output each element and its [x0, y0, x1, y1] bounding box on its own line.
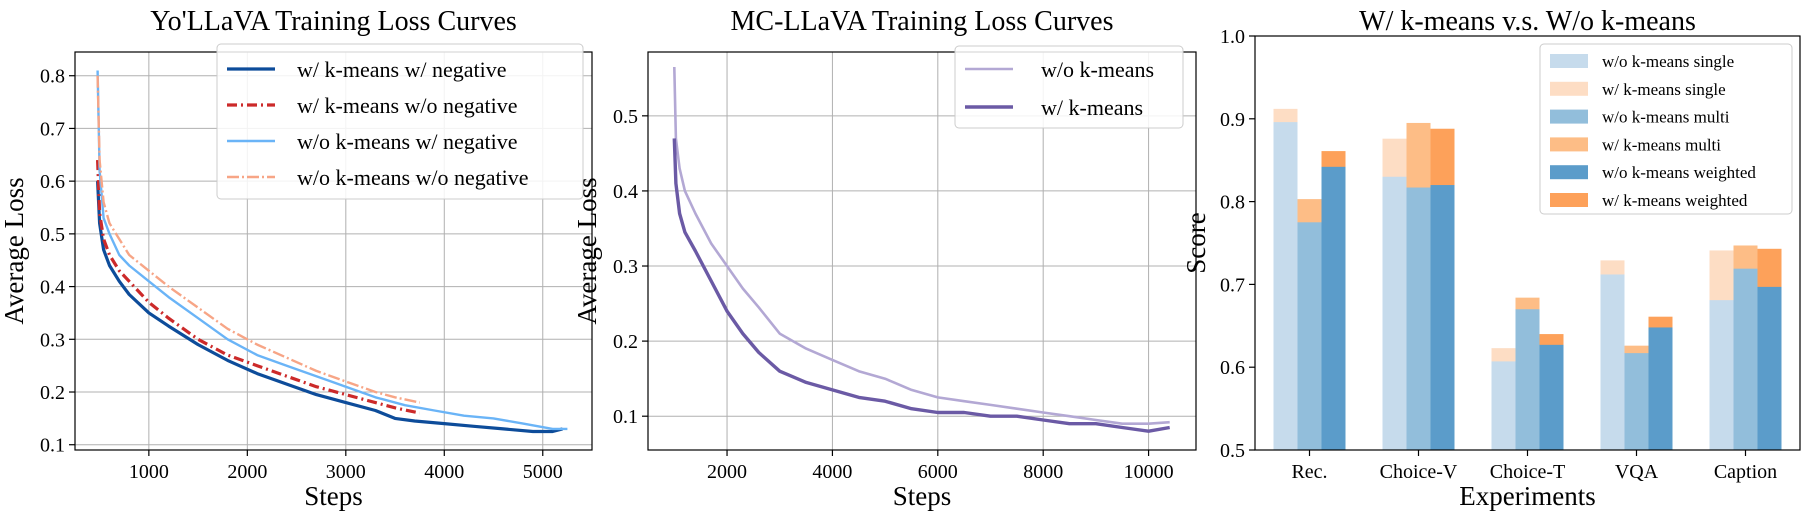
- series-line-4: [96, 75, 420, 404]
- bar-without-kmeans-weighted: [1539, 344, 1564, 450]
- series-line-2: [96, 160, 421, 415]
- bar-without-kmeans-weighted: [1430, 185, 1455, 451]
- legend-label-wkm-single: w/ k-means single: [1602, 80, 1726, 99]
- chart-title: MC-LLaVA Training Loss Curves: [731, 6, 1114, 37]
- chart-title: W/ k-means v.s. W/o k-means: [1359, 6, 1696, 37]
- legend-swatch-wkm-multi: [1550, 137, 1588, 152]
- series-line-1: [673, 66, 1170, 426]
- bar-without-kmeans-single: [1382, 176, 1407, 450]
- bar-without-kmeans-single: [1491, 361, 1516, 450]
- bar-without-kmeans-multi: [1515, 309, 1540, 450]
- legend-label-wokm-single: w/o k-means single: [1602, 52, 1734, 71]
- y-tick-label: 0.4: [40, 277, 65, 299]
- y-tick-label: 0.1: [613, 406, 638, 428]
- x-axis-label: Steps: [304, 481, 363, 511]
- legend-label-wokm-wneg: w/o k-means w/ negative: [297, 129, 518, 154]
- y-tick-label: 0.5: [1220, 440, 1245, 462]
- x-axis-label: Steps: [893, 481, 952, 511]
- bar-without-kmeans-weighted: [1321, 166, 1346, 450]
- axis-ticks: 0.5 0.6 0.7 0.8 0.9 1.0 Rec. Choice-V Choice-T VQ…: [1220, 26, 1777, 483]
- axis-ticks: 1000 2000 3000 4000 5000 0.1 0.2 0.3 0.4 0.5 0.6 0.…: [40, 66, 563, 483]
- x-tick-label: Rec.: [1291, 461, 1327, 483]
- y-tick-label: 0.3: [40, 329, 65, 351]
- y-tick-label: 0.3: [613, 256, 638, 278]
- y-tick-label: 0.6: [1220, 357, 1245, 379]
- legend-swatch-wokm-weighted: [1550, 165, 1588, 180]
- y-tick-label: 0.1: [40, 435, 65, 457]
- bar-without-kmeans-single: [1273, 122, 1298, 450]
- y-tick-label: 0.6: [40, 171, 65, 193]
- bar-without-kmeans-weighted: [1648, 327, 1673, 450]
- panel-mcllava: 2000 4000 6000 8000 10000 0.1 0.2 0.3 0.4 0.5 MC-…: [572, 6, 1197, 511]
- y-tick-label: 0.5: [613, 106, 638, 128]
- bar-without-kmeans-multi: [1624, 353, 1649, 450]
- grid: [648, 52, 1196, 450]
- bar-without-kmeans-weighted: [1757, 286, 1782, 450]
- x-tick-label: Choice-T: [1490, 461, 1566, 483]
- legend: w/ k-means w/ negative w/ k-means w/o ne…: [216, 43, 584, 200]
- y-tick-label: 0.8: [1220, 192, 1245, 214]
- x-tick-label: Choice-V: [1380, 461, 1458, 483]
- x-tick-label: 5000: [523, 461, 563, 483]
- y-axis-label: Average Loss: [0, 177, 29, 324]
- legend-label-wkm-weighted: w/ k-means weighted: [1602, 191, 1748, 210]
- bar-without-kmeans-single: [1600, 274, 1625, 450]
- legend-label-wokm-woneg: w/o k-means w/o negative: [297, 165, 529, 190]
- axis-ticks: 2000 4000 6000 8000 10000 0.1 0.2 0.3 0.4 0.5: [613, 106, 1174, 483]
- legend-swatch-wokm-multi: [1550, 109, 1588, 124]
- y-axis-label: Average Loss: [572, 177, 602, 324]
- x-tick-label: Caption: [1714, 461, 1777, 483]
- y-tick-label: 1.0: [1220, 26, 1245, 48]
- y-tick-label: 0.4: [613, 181, 638, 203]
- legend-box: [216, 43, 584, 200]
- bar-without-kmeans-multi: [1406, 187, 1431, 451]
- x-tick-label: VQA: [1615, 461, 1659, 483]
- series-line-3: [96, 70, 568, 431]
- y-tick-label: 0.7: [1220, 274, 1245, 296]
- legend-label-wokm-multi: w/o k-means multi: [1602, 108, 1730, 127]
- legend-swatch-wkm-weighted: [1550, 193, 1588, 207]
- x-tick-label: 3000: [326, 461, 366, 483]
- chart-title: Yo'LLaVA Training Loss Curves: [150, 6, 517, 37]
- y-tick-label: 0.9: [1220, 109, 1245, 131]
- plot-frame: [647, 51, 1197, 451]
- x-tick-label: 6000: [918, 461, 958, 483]
- y-tick-label: 0.7: [40, 118, 65, 140]
- bar-without-kmeans-multi: [1733, 268, 1758, 450]
- x-axis-label: Experiments: [1459, 481, 1595, 511]
- x-tick-label: 1000: [129, 461, 169, 483]
- y-tick-label: 0.8: [40, 66, 65, 88]
- legend-swatch-wkm-single: [1550, 81, 1588, 96]
- legend-swatch-wokm-single: [1550, 54, 1588, 68]
- x-tick-label: 2000: [707, 461, 747, 483]
- legend-label-wkm: w/ k-means: [1041, 95, 1143, 120]
- bar-without-kmeans-multi: [1297, 222, 1322, 450]
- legend-label-wkm-woneg: w/ k-means w/o negative: [297, 93, 518, 118]
- panel-yollava: 1000 2000 3000 4000 5000 0.1 0.2 0.3 0.4 0.5 0.6 0.…: [0, 6, 593, 511]
- y-axis-label: Score: [1181, 212, 1211, 273]
- legend: w/o k-means single w/ k-means single w/o…: [1539, 43, 1793, 215]
- series-group: [672, 66, 1170, 433]
- legend-label-wkm-multi: w/ k-means multi: [1602, 135, 1721, 154]
- x-tick-label: 2000: [227, 461, 267, 483]
- legend-box: [1539, 43, 1793, 215]
- x-tick-label: 4000: [812, 461, 852, 483]
- y-tick-label: 0.2: [613, 331, 638, 353]
- legend-label-wkm-wneg: w/ k-means w/ negative: [297, 57, 507, 82]
- series-group: [96, 70, 568, 434]
- legend-label-wokm: w/o k-means: [1041, 57, 1154, 82]
- bars-group: [1273, 108, 1782, 451]
- y-tick-label: 0.2: [40, 382, 65, 404]
- bar-without-kmeans-single: [1709, 300, 1734, 450]
- series-line-1: [96, 181, 563, 434]
- panel-kmeans-bars: 0.5 0.6 0.7 0.8 0.9 1.0 Rec. Choice-V Choice-T VQ…: [1181, 6, 1801, 511]
- series-line-2: [672, 138, 1170, 433]
- x-tick-label: 8000: [1023, 461, 1063, 483]
- legend: w/o k-means w/ k-means: [954, 45, 1184, 129]
- legend-label-wokm-weighted: w/o k-means weighted: [1602, 163, 1756, 182]
- y-tick-label: 0.5: [40, 224, 65, 246]
- x-tick-label: 4000: [424, 461, 464, 483]
- x-tick-label: 10000: [1124, 461, 1174, 483]
